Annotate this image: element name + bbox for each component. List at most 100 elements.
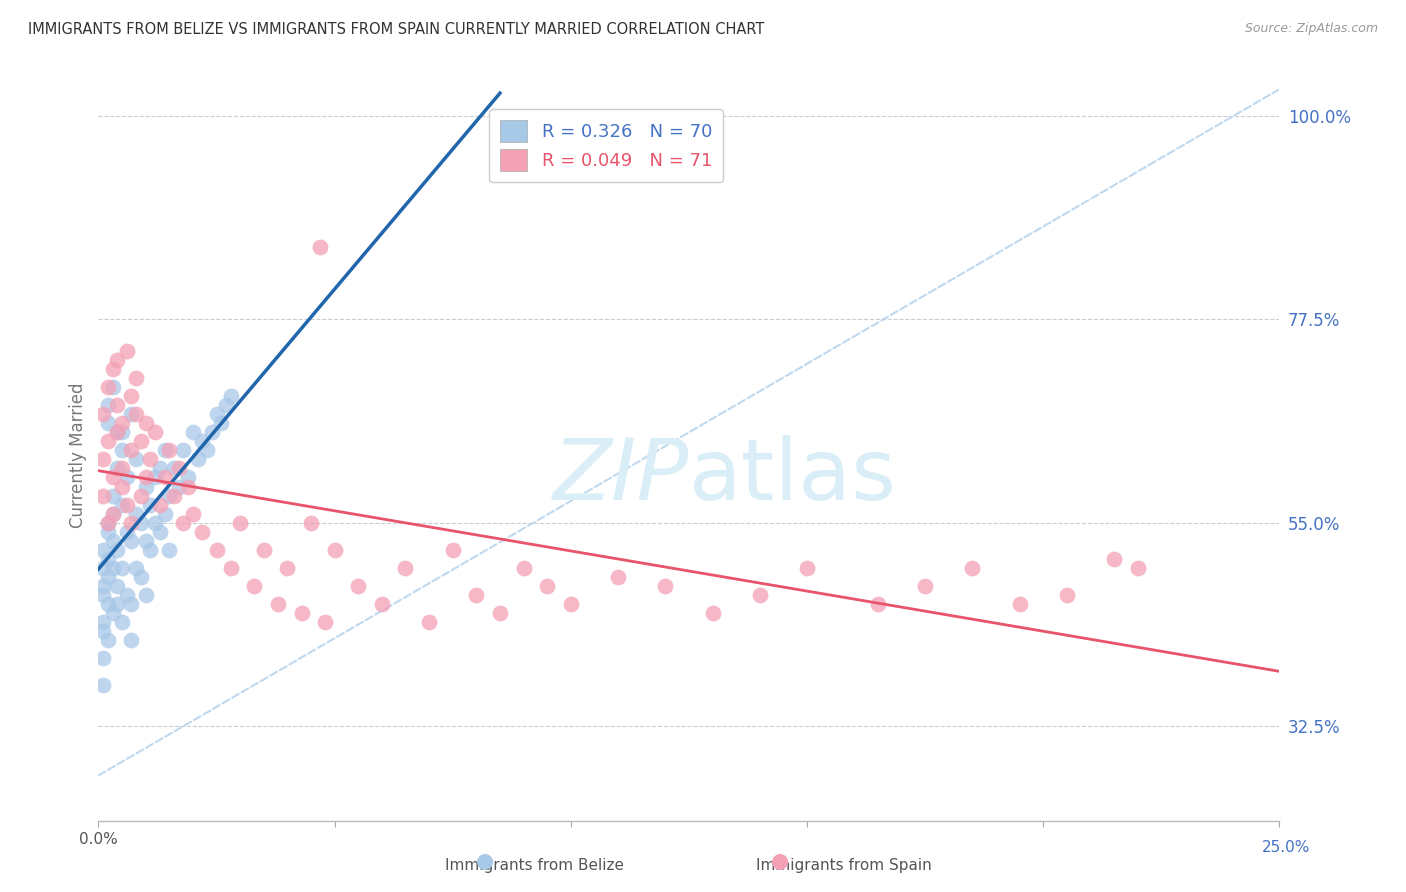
Point	[97, 516, 120, 530]
Point	[177, 479, 200, 493]
Point	[866, 597, 889, 611]
Point	[121, 389, 143, 403]
Point	[101, 533, 124, 548]
Point	[229, 516, 252, 530]
Point	[1008, 597, 1031, 611]
Point	[101, 606, 124, 620]
Point	[181, 425, 204, 440]
Point	[163, 489, 186, 503]
Point	[172, 516, 194, 530]
Point	[267, 597, 290, 611]
Point	[129, 516, 152, 530]
Point	[163, 461, 186, 475]
Point	[129, 489, 152, 503]
Point	[105, 353, 128, 368]
Point	[143, 516, 166, 530]
Point	[187, 452, 209, 467]
Point	[121, 516, 143, 530]
Point	[143, 425, 166, 440]
Point	[91, 489, 114, 503]
Point	[111, 425, 134, 440]
Point	[97, 380, 120, 394]
Point	[191, 524, 214, 539]
Point	[91, 588, 114, 602]
Point	[115, 524, 138, 539]
Point	[91, 561, 114, 575]
Point	[347, 579, 370, 593]
Point	[101, 470, 124, 484]
Point	[111, 443, 134, 458]
Point	[91, 407, 114, 421]
Point	[121, 597, 143, 611]
Point	[101, 561, 124, 575]
Text: Source: ZipAtlas.com: Source: ZipAtlas.com	[1244, 22, 1378, 36]
Point	[143, 470, 166, 484]
Text: 25.0%: 25.0%	[1263, 840, 1310, 855]
Point	[219, 561, 242, 575]
Point	[167, 479, 190, 493]
Point	[1056, 588, 1078, 602]
Point	[105, 542, 128, 557]
Point	[105, 398, 128, 412]
Point	[135, 470, 157, 484]
Point	[149, 498, 172, 512]
Point	[97, 516, 120, 530]
Point	[172, 443, 194, 458]
Point	[465, 588, 488, 602]
Point	[125, 371, 148, 385]
Point	[195, 443, 218, 458]
Point	[135, 588, 157, 602]
Point	[139, 542, 162, 557]
Point	[914, 579, 936, 593]
Point	[97, 551, 120, 566]
Point	[796, 561, 818, 575]
Legend: R = 0.326   N = 70, R = 0.049   N = 71: R = 0.326 N = 70, R = 0.049 N = 71	[489, 109, 723, 182]
Point	[253, 542, 276, 557]
Y-axis label: Currently Married: Currently Married	[69, 382, 87, 528]
Point	[299, 516, 322, 530]
Point	[441, 542, 464, 557]
Text: Immigrants from Belize: Immigrants from Belize	[444, 858, 624, 872]
Point	[153, 507, 176, 521]
Point	[121, 533, 143, 548]
Point	[91, 651, 114, 665]
Point	[101, 380, 124, 394]
Point	[135, 479, 157, 493]
Point	[91, 678, 114, 692]
Point	[371, 597, 394, 611]
Point	[91, 579, 114, 593]
Point	[290, 606, 312, 620]
Point	[115, 498, 138, 512]
Point	[97, 633, 120, 648]
Point	[91, 624, 114, 638]
Point	[125, 407, 148, 421]
Point	[314, 615, 336, 629]
Point	[105, 425, 128, 440]
Point	[115, 344, 138, 359]
Point	[111, 461, 134, 475]
Point	[181, 507, 204, 521]
Point	[111, 417, 134, 431]
Point	[215, 398, 238, 412]
Point	[167, 461, 190, 475]
Point	[157, 542, 180, 557]
Point	[489, 606, 512, 620]
Point	[512, 561, 534, 575]
Point	[115, 470, 138, 484]
Point	[91, 542, 114, 557]
Point	[111, 615, 134, 629]
Text: Immigrants from Spain: Immigrants from Spain	[756, 858, 932, 872]
Text: ●: ●	[772, 851, 789, 871]
Point	[607, 570, 630, 584]
Point	[276, 561, 298, 575]
Point	[97, 434, 120, 449]
Point	[139, 452, 162, 467]
Point	[177, 470, 200, 484]
Point	[139, 498, 162, 512]
Point	[105, 597, 128, 611]
Point	[748, 588, 770, 602]
Point	[153, 443, 176, 458]
Point	[201, 425, 224, 440]
Point	[101, 507, 124, 521]
Point	[157, 489, 180, 503]
